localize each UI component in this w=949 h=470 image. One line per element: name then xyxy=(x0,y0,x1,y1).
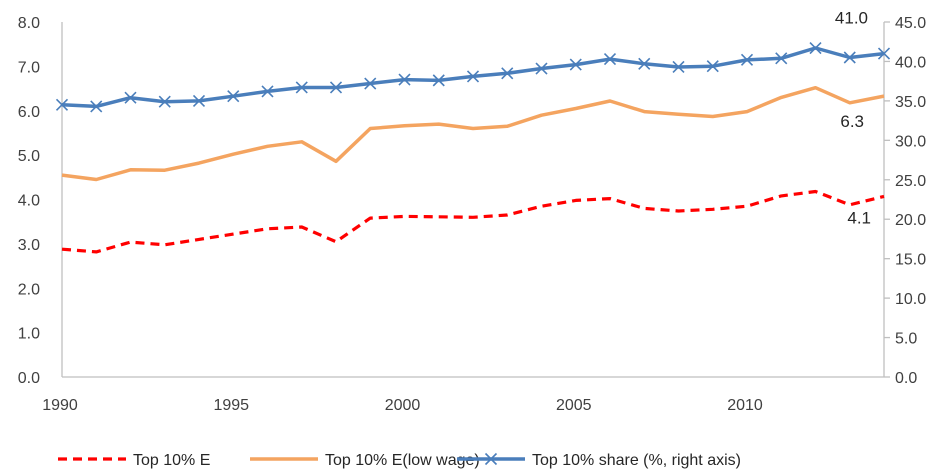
series-point-marker xyxy=(158,95,171,108)
series-point-marker xyxy=(706,60,719,73)
chart-data-labels: 4.1 6.3 41.0 xyxy=(835,9,871,228)
series-point-marker xyxy=(227,90,240,103)
y-tick-label-right: 45.0 xyxy=(895,15,926,32)
y-tick-label-left: 0.0 xyxy=(18,370,40,387)
y-tick-label-right: 0.0 xyxy=(895,370,917,387)
series-point-marker xyxy=(569,58,582,71)
series-point-marker xyxy=(501,67,514,80)
series-point-marker xyxy=(90,100,103,113)
y-tick-label-left: 8.0 xyxy=(18,15,40,32)
legend-label: Top 10% E(low wage) xyxy=(325,452,480,469)
series-point-marker xyxy=(877,47,891,60)
y-tick-label-left: 3.0 xyxy=(18,237,40,254)
x-tick-label: 1995 xyxy=(213,397,249,414)
series-point-marker xyxy=(261,85,274,98)
series-point-marker xyxy=(740,53,754,66)
series-point-marker xyxy=(466,70,480,83)
legend-label: Top 10% share (%, right axis) xyxy=(532,452,741,469)
y-tick-label-right: 15.0 xyxy=(895,252,926,269)
y-tick-label-left: 7.0 xyxy=(18,59,40,76)
y-tick-label-right: 30.0 xyxy=(895,133,926,150)
series-point-marker xyxy=(192,94,206,107)
series-point-marker xyxy=(535,62,548,75)
legend-label: Top 10% E xyxy=(133,452,210,469)
series-point-marker xyxy=(638,57,651,70)
series-point-marker xyxy=(672,60,685,74)
legend-marker-icon xyxy=(484,452,498,466)
x-tick-label: 1990 xyxy=(42,397,78,414)
chart-legend: Top 10% E Top 10% E(low wage) Top 10% shar… xyxy=(58,452,741,469)
y-tick-label-right: 25.0 xyxy=(895,173,926,190)
series-point-marker xyxy=(603,53,617,66)
y-tick-label-left: 4.0 xyxy=(18,193,40,210)
y-tick-label-right: 40.0 xyxy=(895,54,926,71)
y-tick-label-left: 5.0 xyxy=(18,148,40,165)
y-tick-label-right: 35.0 xyxy=(895,94,926,111)
chart-axes: 0.0 1.0 2.0 3.0 4.0 5.0 6.0 7.0 8.0 0.0 5.0 10.0 15.… xyxy=(18,15,926,414)
data-label-end: 4.1 xyxy=(847,208,871,227)
y-tick-label-right: 10.0 xyxy=(895,291,926,308)
data-label-end: 6.3 xyxy=(840,112,864,131)
series-point-marker xyxy=(432,74,445,87)
series-point-marker xyxy=(809,41,822,55)
x-tick-label: 2010 xyxy=(727,397,763,414)
y-tick-label-right: 20.0 xyxy=(895,212,926,229)
y-tick-label-left: 1.0 xyxy=(18,326,40,343)
series-point-marker xyxy=(398,73,411,86)
data-label-end: 41.0 xyxy=(835,9,868,28)
series-line-1 xyxy=(61,189,885,254)
y-tick-label-left: 2.0 xyxy=(18,281,40,298)
series-point-marker xyxy=(55,98,69,111)
x-tick-label: 2000 xyxy=(385,397,421,414)
series-point-marker xyxy=(124,91,137,104)
series-point-marker xyxy=(329,81,343,94)
series-point-marker xyxy=(364,77,377,90)
series-point-marker xyxy=(295,81,308,94)
series-point-marker xyxy=(843,51,856,64)
y-tick-label-left: 6.0 xyxy=(18,104,40,121)
series-point-marker xyxy=(775,52,788,65)
chart-series xyxy=(55,41,891,254)
x-tick-label: 2005 xyxy=(556,397,592,414)
y-tick-label-right: 5.0 xyxy=(895,331,917,348)
series-line-2 xyxy=(61,85,885,182)
